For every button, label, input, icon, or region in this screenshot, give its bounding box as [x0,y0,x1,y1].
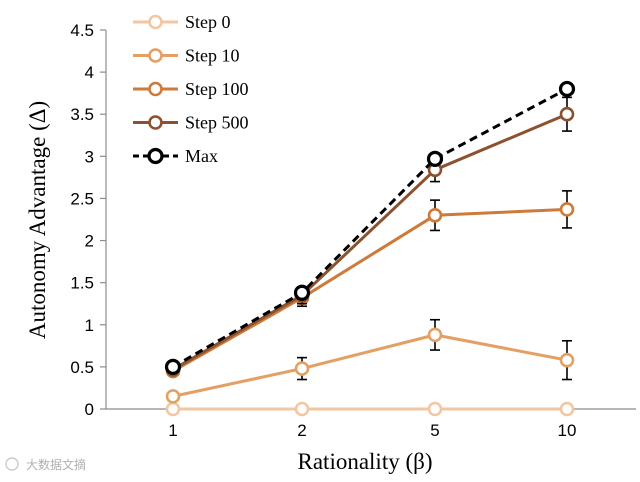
y-tick-label: 1.5 [70,274,94,293]
series-step-10 [165,318,575,404]
series-step-0 [165,401,575,417]
legend-label: Step 100 [185,79,249,99]
legend-label: Step 500 [185,113,249,133]
legend-label: Step 0 [185,12,231,32]
legend-label: Step 10 [185,46,240,66]
data-point [164,358,182,375]
data-point [559,106,575,122]
data-point [165,389,181,404]
legend-item: Max [133,146,218,166]
y-tick-label: 2.5 [70,189,94,208]
data-point [559,202,575,217]
legend-label: Max [185,146,218,166]
y-tick-label: 1 [85,316,94,335]
y-tick-label: 3.5 [70,105,94,124]
legend-swatch-marker [148,48,163,63]
legend-swatch-marker [147,147,164,165]
y-axis-title: Autonomy Advantage (Δ) [25,101,50,339]
data-point [426,150,444,167]
legend-item: Step 100 [133,79,249,99]
y-tick-label: 3 [85,147,94,166]
y-tick-label: 4.5 [70,21,94,40]
x-axis-title: Rationality (β) [298,449,433,474]
series-max [164,80,576,375]
y-tick-label: 0.5 [70,358,94,377]
data-point [427,327,443,343]
data-point [293,284,311,301]
data-point [559,401,575,417]
data-point [294,401,310,417]
data-point [559,352,575,368]
legend-item: Step 10 [133,46,240,66]
x-tick-label: 2 [297,421,306,440]
data-point [427,401,443,417]
series-line [172,333,568,398]
legend: Step 0 Step 10 Step 100 Step 500 Max [133,12,249,166]
y-tick-label: 2 [85,232,94,251]
data-point [427,207,443,223]
series-line [172,112,568,371]
x-tick-label: 10 [558,421,577,440]
legend-item: Step 500 [133,113,249,133]
legend-swatch-marker [148,115,163,130]
watermark-logo-icon [5,457,19,471]
legend-item: Step 0 [133,12,231,32]
x-tick-label: 1 [168,421,177,440]
x-tick-label: 5 [430,421,439,440]
legend-swatch-marker [148,81,163,97]
data-point [294,361,310,376]
series-line [172,207,568,373]
y-tick-label: 0 [85,400,94,419]
y-tick-label: 4 [85,63,94,82]
series-step-500 [165,96,575,377]
watermark-text: 大数据文摘 [26,457,86,472]
legend-swatch-marker [148,14,163,30]
data-point [165,401,181,417]
watermark: 大数据文摘 [5,457,86,472]
data-point [558,80,576,98]
